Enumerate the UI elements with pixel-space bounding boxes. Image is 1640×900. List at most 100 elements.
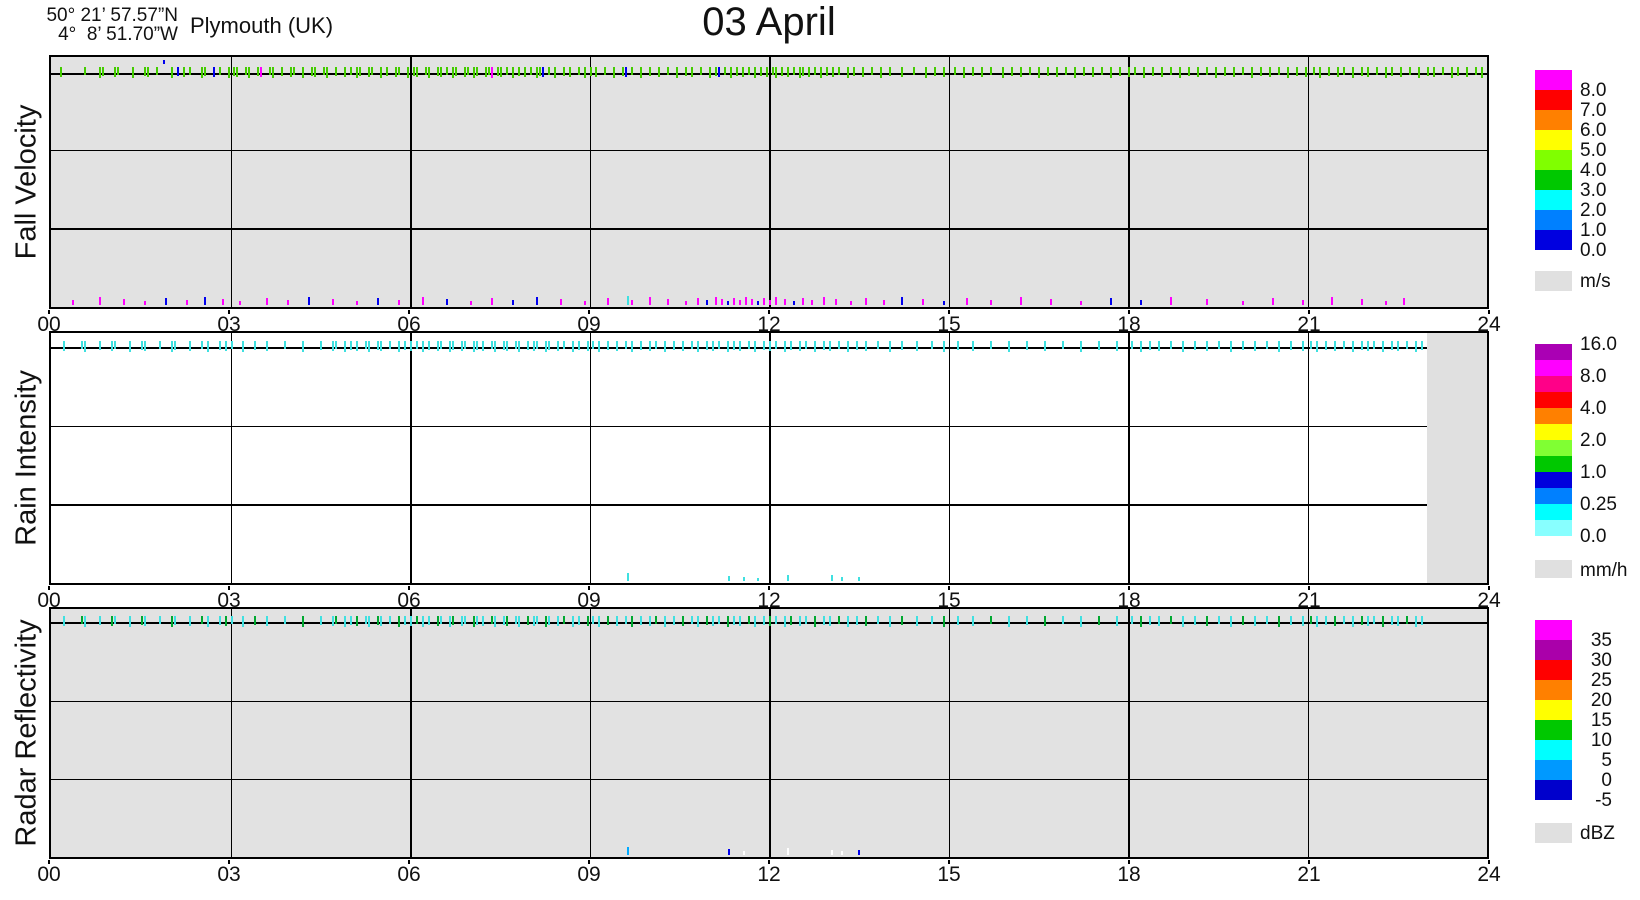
- data-tick: [1002, 67, 1005, 78]
- data-tick: [356, 341, 359, 351]
- data-tick: [1139, 300, 1142, 305]
- data-tick: [173, 341, 176, 350]
- data-tick: [682, 341, 685, 351]
- data-tick: [804, 341, 807, 349]
- data-tick: [861, 67, 864, 77]
- legend-fall-velocity: 8.0 7.0 6.0 5.0 4.0 3.0 2.0 1.0 0.0: [1535, 70, 1640, 261]
- data-tick: [505, 616, 508, 626]
- data-tick: [556, 341, 559, 351]
- data-tick: [813, 616, 816, 627]
- data-tick: [427, 341, 430, 350]
- data-tick: [1229, 616, 1232, 627]
- data-tick: [284, 616, 287, 624]
- data-tick: [813, 341, 816, 352]
- data-tick: [586, 616, 589, 626]
- data-tick: [715, 67, 718, 76]
- data-tick: [807, 67, 810, 77]
- data-baseline: [51, 73, 1487, 75]
- legend-tick-label: 0.0: [1580, 526, 1607, 547]
- data-tick: [798, 616, 801, 626]
- data-tick: [625, 616, 628, 624]
- data-tick: [80, 616, 83, 624]
- data-tick: [972, 616, 975, 626]
- data-tick: [830, 575, 833, 581]
- data-tick: [116, 67, 119, 75]
- gridline-vertical: [230, 57, 232, 307]
- legend-rain-intensity: 16.0 8.0 4.0 2.0 1.0 0.25 0.0: [1535, 334, 1640, 547]
- data-tick: [667, 299, 670, 305]
- legend-tick-label: 0.0: [1580, 240, 1607, 261]
- data-tick: [1397, 616, 1400, 626]
- data-tick: [1406, 616, 1409, 624]
- data-tick: [855, 341, 858, 350]
- axis-tick: [1308, 586, 1310, 590]
- data-tick: [864, 298, 867, 305]
- data-tick: [1229, 341, 1232, 352]
- data-tick: [206, 341, 209, 352]
- data-tick: [188, 67, 191, 75]
- data-tick: [200, 67, 203, 78]
- x-tick-label: 06: [397, 589, 421, 612]
- data-tick: [837, 341, 840, 349]
- data-tick: [487, 67, 490, 75]
- data-tick: [101, 67, 104, 76]
- data-tick: [221, 299, 224, 305]
- axis-tick: [1488, 860, 1490, 864]
- data-tick: [71, 300, 74, 305]
- data-tick: [562, 341, 565, 349]
- data-tick: [511, 300, 514, 305]
- data-tick: [712, 616, 715, 626]
- data-tick: [395, 67, 398, 77]
- data-tick: [1337, 67, 1340, 77]
- legend-tick-label: 6.0: [1580, 120, 1607, 141]
- data-tick: [810, 300, 813, 305]
- data-tick: [436, 67, 439, 76]
- x-tick-label: 06: [397, 313, 421, 336]
- data-tick: [733, 341, 736, 350]
- legend-color-swatch: [1535, 392, 1572, 408]
- data-tick: [804, 616, 807, 624]
- nodata-swatch: [1535, 823, 1572, 843]
- data-tick: [1157, 616, 1160, 626]
- data-tick: [143, 301, 146, 305]
- data-tick: [505, 341, 508, 351]
- axis-tick: [588, 860, 590, 864]
- data-tick: [242, 341, 245, 352]
- data-tick: [448, 616, 451, 627]
- data-tick: [1008, 341, 1011, 352]
- data-tick: [553, 67, 556, 78]
- data-tick: [445, 67, 448, 75]
- data-tick: [463, 616, 466, 624]
- x-tick-label: 09: [577, 589, 601, 612]
- data-tick: [1241, 616, 1244, 625]
- data-tick: [448, 341, 451, 352]
- data-tick: [365, 341, 368, 349]
- legend-tick-label: 0: [1601, 770, 1612, 791]
- x-tick-label: 18: [1117, 863, 1141, 886]
- data-tick: [1178, 67, 1181, 78]
- data-tick: [1008, 616, 1011, 627]
- data-tick: [62, 341, 65, 351]
- data-tick: [846, 616, 849, 627]
- axis-tick: [948, 310, 950, 314]
- data-tick: [864, 341, 867, 351]
- axis-tick: [768, 860, 770, 864]
- data-tick: [490, 341, 493, 349]
- legend-color-swatch: [1535, 680, 1572, 700]
- panel-radar-reflectivity: [49, 607, 1489, 859]
- data-tick: [335, 616, 338, 624]
- data-tick: [514, 616, 517, 624]
- data-tick: [380, 616, 383, 626]
- data-tick: [571, 341, 574, 352]
- data-tick: [472, 616, 475, 627]
- data-tick: [709, 67, 712, 78]
- data-tick: [466, 67, 469, 75]
- legend-tick-label: 4.0: [1580, 160, 1607, 181]
- data-tick: [131, 67, 134, 78]
- data-tick: [535, 297, 538, 305]
- data-tick: [398, 616, 401, 627]
- data-tick: [1116, 616, 1119, 626]
- data-tick: [155, 67, 158, 75]
- data-tick: [1130, 616, 1133, 624]
- data-tick: [421, 616, 424, 627]
